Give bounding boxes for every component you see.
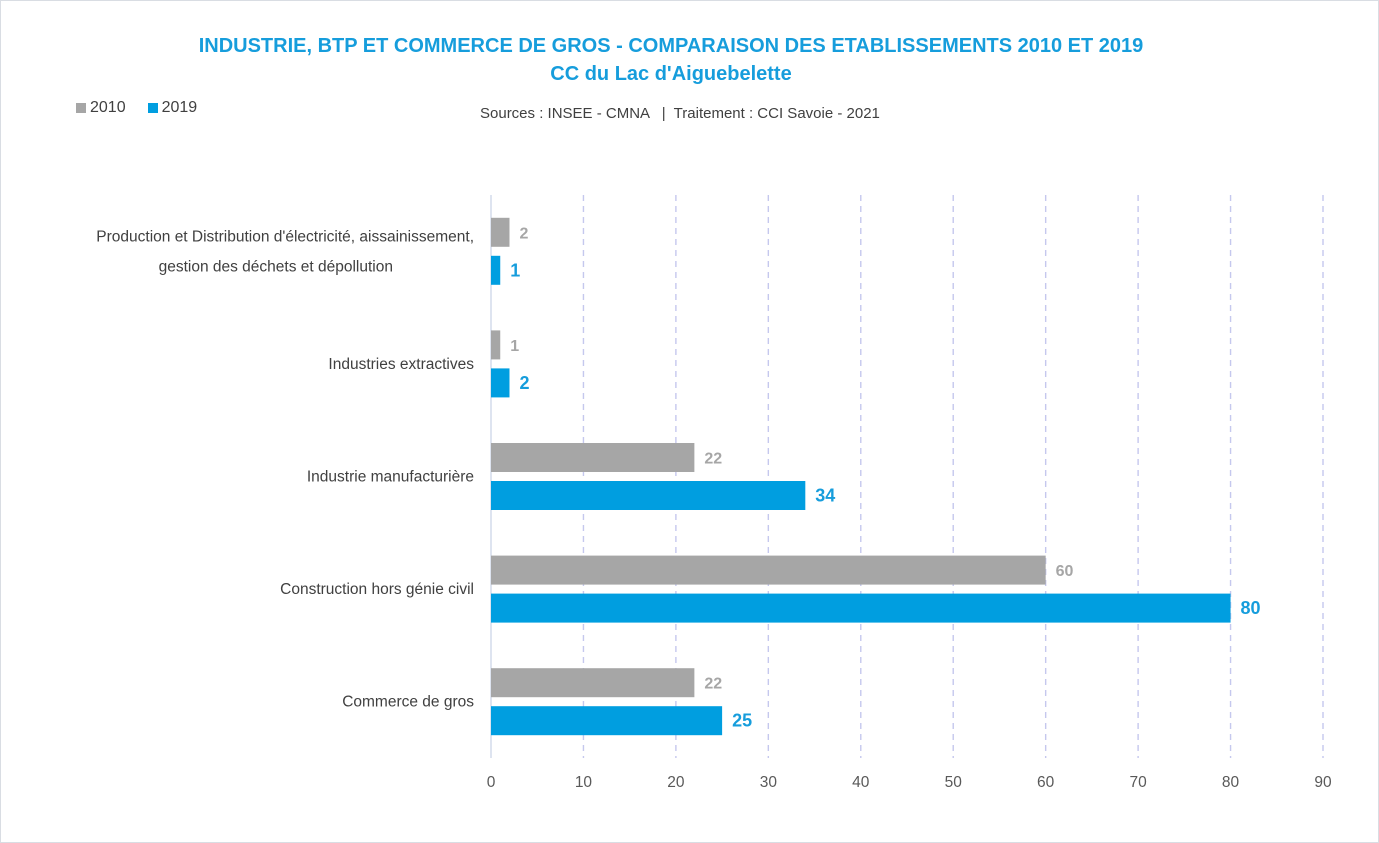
legend-item-2010: 2010 xyxy=(76,99,126,117)
data-label-2010-3: 60 xyxy=(1056,563,1074,580)
x-tick-label-60: 60 xyxy=(1037,774,1055,791)
x-tick-label-0: 0 xyxy=(487,774,496,791)
x-tick-label-20: 20 xyxy=(667,774,685,791)
data-label-2010-4: 22 xyxy=(704,676,722,693)
chart-title: INDUSTRIE, BTP ET COMMERCE DE GROS - COM… xyxy=(198,35,1144,57)
x-tick-label-50: 50 xyxy=(945,774,963,791)
data-label-2019-0: 1 xyxy=(510,260,520,280)
x-tick-label-40: 40 xyxy=(852,774,870,791)
category-label-0-line-1: gestion des déchets et dépollution xyxy=(159,258,393,275)
data-label-2010-1: 1 xyxy=(510,338,519,355)
bar-2019-1 xyxy=(491,368,510,398)
category-label-1: Industries extractives xyxy=(328,356,474,373)
data-label-2019-1: 2 xyxy=(519,373,529,393)
legend-label-2019: 2019 xyxy=(161,99,198,116)
bar-2010-0 xyxy=(491,217,510,247)
data-label-2019-4: 25 xyxy=(732,711,752,731)
x-tick-label-70: 70 xyxy=(1129,774,1147,791)
data-label-2010-0: 2 xyxy=(519,225,528,242)
category-label-2: Industrie manufacturière xyxy=(307,469,474,486)
category-label-4: Commerce de gros xyxy=(342,694,474,711)
bar-2019-2 xyxy=(491,481,806,510)
bar-2010-4 xyxy=(491,668,695,698)
x-tick-label-30: 30 xyxy=(760,774,778,791)
legend-item-2019: 2019 xyxy=(147,99,198,117)
x-tick-label-10: 10 xyxy=(575,774,593,791)
bar-2010-1 xyxy=(491,330,501,360)
category-label-0-line-0: Production et Distribution d'électricité… xyxy=(96,228,474,245)
bar-2019-4 xyxy=(491,706,723,736)
legend-label-2010: 2010 xyxy=(90,99,126,116)
category-label-3: Construction hors génie civil xyxy=(280,581,474,598)
x-tick-label-90: 90 xyxy=(1314,774,1332,791)
legend: 2010 2019 xyxy=(76,99,219,117)
bar-2010-3 xyxy=(491,555,1046,585)
bar-2010-2 xyxy=(491,443,695,472)
legend-swatch-2019 xyxy=(147,103,158,113)
data-label-2019-2: 34 xyxy=(815,486,835,506)
source-note: Sources : INSEE - CMNA | Traitement : CC… xyxy=(480,105,880,122)
bar-2019-0 xyxy=(491,255,501,285)
data-label-2010-2: 22 xyxy=(704,451,722,468)
data-label-2019-3: 80 xyxy=(1241,598,1261,618)
x-tick-label-80: 80 xyxy=(1222,774,1240,791)
bar-2019-3 xyxy=(491,593,1231,623)
legend-swatch-2010 xyxy=(76,103,86,113)
chart-subtitle: CC du Lac d'Aiguebelette xyxy=(550,63,792,85)
